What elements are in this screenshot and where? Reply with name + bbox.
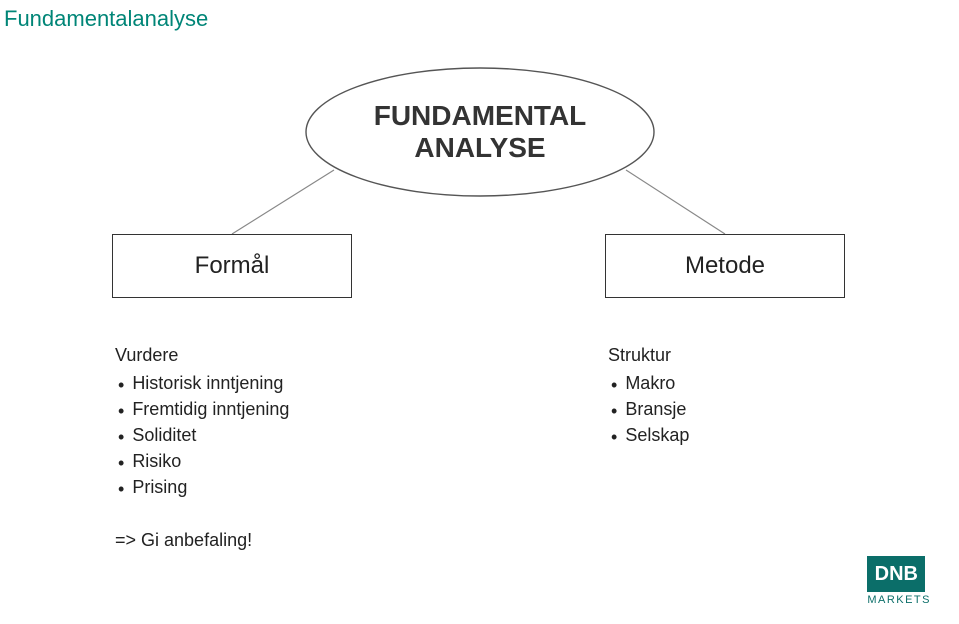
ellipse-line2: ANALYSE	[414, 132, 545, 164]
list-right: Struktur • Makro • Bransje • Selskap	[608, 342, 689, 448]
list-item: • Selskap	[608, 422, 689, 448]
bullet-icon: •	[611, 422, 617, 446]
ellipse-label: FUNDAMENTAL ANALYSE	[305, 67, 655, 197]
list-item-label: Bransje	[625, 396, 686, 422]
bullet-icon: •	[118, 474, 124, 498]
page-title: Fundamentalanalyse	[4, 6, 208, 32]
list-item: • Soliditet	[115, 422, 289, 448]
box-formal-label: Formål	[195, 252, 270, 280]
list-item-label: Fremtidig inntjening	[132, 396, 289, 422]
list-item: • Makro	[608, 370, 689, 396]
box-metode: Metode	[605, 234, 845, 298]
list-right-heading: Struktur	[608, 342, 689, 368]
list-item: • Risiko	[115, 448, 289, 474]
connector-right	[625, 169, 726, 235]
box-metode-label: Metode	[685, 252, 765, 280]
bullet-icon: •	[611, 396, 617, 420]
list-item-label: Risiko	[132, 448, 181, 474]
list-item-label: Soliditet	[132, 422, 196, 448]
box-formal: Formål	[112, 234, 352, 298]
dnb-logo-bottom: MARKETS	[867, 594, 931, 606]
conclusion-text: => Gi anbefaling!	[115, 530, 252, 551]
bullet-icon: •	[118, 448, 124, 472]
list-item: • Fremtidig inntjening	[115, 396, 289, 422]
bullet-icon: •	[611, 370, 617, 394]
bullet-icon: •	[118, 370, 124, 394]
list-left: Vurdere • Historisk inntjening • Fremtidig …	[115, 342, 289, 500]
ellipse-node: FUNDAMENTAL ANALYSE	[305, 67, 655, 197]
dnb-logo-box: DNB	[867, 556, 925, 592]
list-item: • Bransje	[608, 396, 689, 422]
list-item: • Prising	[115, 474, 289, 500]
bullet-icon: •	[118, 422, 124, 446]
dnb-logo-top: DNB	[875, 563, 918, 586]
bullet-icon: •	[118, 396, 124, 420]
list-item-label: Historisk inntjening	[132, 370, 283, 396]
list-item: • Historisk inntjening	[115, 370, 289, 396]
list-item-label: Selskap	[625, 422, 689, 448]
list-item-label: Makro	[625, 370, 675, 396]
list-left-heading: Vurdere	[115, 342, 289, 368]
connector-left	[231, 169, 335, 235]
dnb-logo: DNB MARKETS	[867, 556, 931, 606]
list-item-label: Prising	[132, 474, 187, 500]
ellipse-line1: FUNDAMENTAL	[374, 100, 587, 132]
